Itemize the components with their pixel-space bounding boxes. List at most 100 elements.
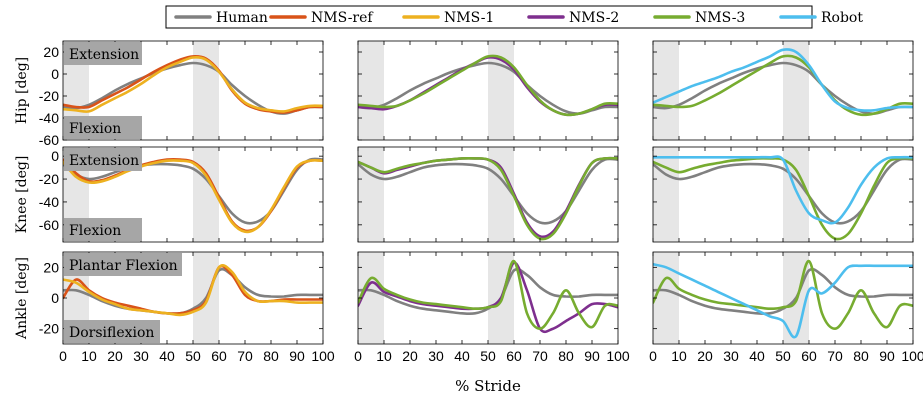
ytick-label: 0 [51, 148, 59, 164]
panel-ankle-2: 0 10 20 30 40 50 60 70 80 90 100 [354, 251, 630, 364]
xtick-label: 40 [749, 348, 765, 364]
curves [653, 259, 913, 339]
legend-entry-human: Human [174, 10, 268, 26]
ytick-label: -20 [39, 88, 59, 104]
panel-ankle-3: 0 10 20 30 40 50 60 70 80 90 100 [649, 251, 923, 364]
shaded-region [358, 147, 384, 242]
region-label-text: Extension [69, 47, 139, 63]
shaded-region [653, 147, 679, 242]
shaded-region [653, 41, 679, 140]
xtick-label: 40 [159, 348, 175, 364]
xtick-label: 70 [237, 348, 253, 364]
series-line-human [63, 267, 323, 316]
legend-entry-nms-3: NMS-3 [653, 10, 745, 26]
xtick-label: 100 [311, 348, 335, 364]
region-label-label-bottom: Flexion [64, 218, 142, 241]
panel-knee-3 [652, 146, 914, 243]
region-label-text: Flexion [69, 223, 121, 239]
xtick-label: 60 [211, 348, 227, 364]
legend-label: NMS-1 [444, 10, 494, 26]
xtick-label: 50 [480, 348, 496, 364]
series-line-nms-3 [653, 54, 913, 117]
xtick-label: 70 [827, 348, 843, 364]
series-line-nms-3 [358, 156, 618, 241]
region-label-bg [64, 253, 182, 276]
region-label-bg [64, 218, 142, 241]
curves [653, 155, 913, 241]
region-label-label-bottom: Flexion [64, 116, 142, 139]
xtick-label: 30 [428, 348, 444, 364]
xtick-label: 30 [723, 348, 739, 364]
legend-label: NMS-ref [311, 10, 374, 26]
xtick-label: 60 [506, 348, 522, 364]
ytick-label: 20 [43, 259, 59, 275]
panel-knee-1: 0 -20 -40 -60 Extension Flexion [39, 146, 324, 243]
legend-entry-nms-2: NMS-2 [527, 10, 619, 26]
xtick-label: 100 [901, 348, 923, 364]
series-line-robot [653, 48, 913, 112]
curves [63, 157, 323, 234]
xtick-label: 10 [671, 348, 687, 364]
region-label-text: Dorsiflexion [69, 325, 154, 341]
legend-entry-robot: Robot [779, 10, 863, 26]
panel-knee-2 [357, 146, 619, 243]
series-line-human [358, 267, 618, 316]
xtick-label: 80 [853, 348, 869, 364]
series-line-robot [653, 263, 913, 339]
region-label-bg [64, 116, 142, 139]
series-line-human [653, 267, 913, 316]
curves [358, 54, 618, 117]
xtick-label: 0 [354, 348, 362, 364]
xtick-label: 80 [558, 348, 574, 364]
curves [358, 156, 618, 241]
legend-label: NMS-2 [569, 10, 619, 26]
panel-hip-1: 20 0 -20 -40 -60 Extension Flexion [39, 40, 324, 148]
series-line-nms-1 [63, 263, 323, 317]
region-label-text: Extension [69, 153, 139, 169]
curves [358, 259, 618, 334]
xtick-label: 70 [532, 348, 548, 364]
ylabel-knee: Knee [deg] [14, 156, 30, 234]
region-label-label-top: Extension [64, 42, 142, 65]
ytick-label: -20 [39, 171, 59, 187]
ytick-label: -60 [39, 217, 59, 233]
legend-label: Robot [821, 10, 863, 26]
ytick-label: 0 [51, 290, 59, 306]
curves [63, 263, 323, 317]
series-line-robot [653, 155, 913, 225]
ytick-label: -20 [39, 321, 59, 337]
xlabel: % Stride [455, 377, 521, 395]
region-label-bg [64, 42, 142, 65]
xtick-label: 40 [454, 348, 470, 364]
ytick-label: -60 [39, 132, 59, 148]
ylabel-hip: Hip [deg] [14, 57, 30, 124]
series-line-nms-3 [653, 259, 913, 330]
xtick-label: 100 [606, 348, 630, 364]
region-label-label-top: Extension [64, 148, 142, 171]
legend-label: NMS-3 [695, 10, 745, 26]
legend: Human NMS-ref NMS-1 NMS-2 NMS-3 Robot [165, 5, 863, 29]
shaded-region [358, 41, 384, 140]
xtick-label: 90 [289, 348, 305, 364]
ytick-label: -40 [39, 110, 59, 126]
xtick-label: 20 [402, 348, 418, 364]
xtick-label: 10 [81, 348, 97, 364]
xtick-label: 10 [376, 348, 392, 364]
xtick-label: 50 [775, 348, 791, 364]
region-label-text: Flexion [69, 121, 121, 137]
xtick-label: 90 [879, 348, 895, 364]
ytick-label: 0 [51, 66, 59, 82]
ytick-label: 20 [43, 44, 59, 60]
xtick-label: 30 [133, 348, 149, 364]
xtick-label: 90 [584, 348, 600, 364]
series-line-nms-1 [63, 159, 323, 234]
legend-entry-nms-ref: NMS-ref [269, 10, 374, 26]
series-line-nms-3 [358, 259, 618, 330]
panel-hip-3 [652, 40, 914, 141]
region-label-label-bottom: Dorsiflexion [64, 320, 160, 343]
region-label-label-top: Plantar Flexion [64, 253, 182, 276]
xtick-label: 80 [263, 348, 279, 364]
region-label-bg [64, 148, 142, 171]
